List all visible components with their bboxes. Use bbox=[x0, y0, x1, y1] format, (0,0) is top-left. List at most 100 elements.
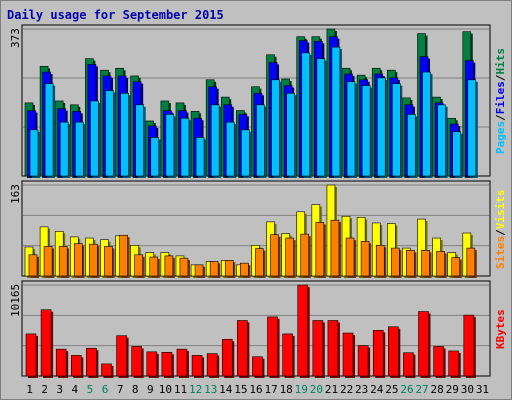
day-label-9: 9 bbox=[147, 383, 154, 396]
day-label-1: 1 bbox=[26, 383, 33, 396]
day-label-11: 11 bbox=[174, 383, 187, 396]
day-label-18: 18 bbox=[280, 383, 293, 396]
day-label-4: 4 bbox=[72, 383, 79, 396]
bar-pages-day-21 bbox=[331, 46, 342, 178]
bar-sites-day-22 bbox=[345, 237, 357, 278]
legend-top: Pages/Files/Hits bbox=[494, 48, 507, 154]
bar-pages-day-2 bbox=[44, 83, 56, 178]
bar-pages-day-19 bbox=[301, 52, 312, 178]
bar-sites-day-24 bbox=[375, 244, 387, 278]
bar-pages-day-12 bbox=[195, 137, 207, 178]
y-max-label: 373 bbox=[9, 27, 22, 48]
bar-sites-day-7 bbox=[119, 234, 130, 278]
bar-kbytes-day-4 bbox=[70, 355, 84, 378]
legend-item-sites: Sites bbox=[494, 235, 507, 269]
bar-pages-day-27 bbox=[422, 71, 433, 178]
bar-pages-day-3 bbox=[59, 121, 71, 178]
day-label-22: 22 bbox=[340, 383, 353, 396]
bar-kbytes-day-19 bbox=[297, 284, 310, 378]
day-label-17: 17 bbox=[264, 383, 277, 396]
bar-sites-day-11 bbox=[179, 257, 190, 278]
day-label-13: 13 bbox=[204, 383, 217, 396]
bar-kbytes-day-14 bbox=[221, 338, 235, 378]
y-max-label: 10165 bbox=[9, 283, 22, 317]
day-label-20: 20 bbox=[310, 383, 323, 396]
day-label-2: 2 bbox=[41, 383, 48, 396]
bar-sites-day-9 bbox=[149, 256, 160, 278]
day-label-31: 31 bbox=[476, 383, 489, 396]
bar-pages-day-11 bbox=[180, 117, 191, 178]
day-label-3: 3 bbox=[56, 383, 63, 396]
day-label-14: 14 bbox=[219, 383, 233, 396]
bar-pages-day-8 bbox=[135, 104, 146, 178]
legend-item-hits: Hits bbox=[494, 47, 507, 75]
bar-kbytes-day-22 bbox=[342, 332, 356, 378]
bar-sites-day-29 bbox=[451, 257, 462, 278]
bar-kbytes-day-17 bbox=[267, 316, 280, 378]
bar-pages-day-6 bbox=[105, 90, 116, 178]
bar-pages-day-10 bbox=[165, 114, 176, 178]
bar-kbytes-day-9 bbox=[146, 351, 159, 378]
bar-sites-day-23 bbox=[360, 241, 372, 278]
bar-pages-day-13 bbox=[210, 104, 222, 178]
bar-sites-day-16 bbox=[255, 248, 266, 278]
day-label-16: 16 bbox=[249, 383, 262, 396]
bar-kbytes-day-24 bbox=[372, 330, 386, 378]
bar-sites-day-2 bbox=[43, 246, 55, 278]
bar-kbytes-day-30 bbox=[463, 314, 476, 378]
legend-item-kbytes: KBytes bbox=[494, 308, 507, 349]
day-label-28: 28 bbox=[431, 383, 444, 396]
bar-sites-day-28 bbox=[436, 251, 447, 278]
day-label-5: 5 bbox=[87, 383, 94, 396]
bar-sites-day-12 bbox=[194, 264, 206, 278]
bar-kbytes-day-1 bbox=[25, 333, 38, 378]
bar-pages-day-30 bbox=[467, 79, 478, 178]
bar-pages-day-5 bbox=[90, 100, 101, 178]
bar-sites-day-26 bbox=[406, 250, 417, 278]
bar-kbytes-day-16 bbox=[252, 356, 265, 378]
day-label-24: 24 bbox=[370, 383, 384, 396]
legend-separator: / bbox=[494, 74, 507, 81]
bar-kbytes-day-13 bbox=[206, 353, 220, 378]
bar-kbytes-day-28 bbox=[433, 346, 446, 378]
bar-kbytes-day-2 bbox=[40, 309, 54, 378]
bar-kbytes-day-10 bbox=[161, 351, 174, 378]
bar-kbytes-day-23 bbox=[357, 345, 371, 378]
bar-kbytes-day-7 bbox=[116, 335, 129, 378]
bar-kbytes-day-29 bbox=[448, 350, 461, 378]
chart-title: Daily usage for September 2015 bbox=[7, 8, 224, 22]
bar-pages-day-9 bbox=[150, 137, 161, 178]
day-label-10: 10 bbox=[159, 383, 172, 396]
bar-sites-day-10 bbox=[164, 255, 175, 278]
day-label-12: 12 bbox=[189, 383, 202, 396]
day-label-23: 23 bbox=[355, 383, 368, 396]
day-label-19: 19 bbox=[295, 383, 308, 396]
bar-pages-day-24 bbox=[376, 77, 388, 178]
day-label-29: 29 bbox=[446, 383, 459, 396]
bar-kbytes-day-3 bbox=[55, 348, 69, 378]
bar-kbytes-day-27 bbox=[418, 311, 431, 378]
bar-pages-day-15 bbox=[241, 129, 252, 178]
legend-item-files: Files bbox=[494, 80, 507, 114]
bar-kbytes-day-20 bbox=[312, 320, 325, 378]
bar-sites-day-27 bbox=[421, 250, 432, 278]
bar-pages-day-29 bbox=[452, 131, 463, 178]
legend-item-visits: Visits bbox=[494, 189, 507, 229]
bar-pages-day-23 bbox=[361, 85, 373, 178]
bar-pages-day-26 bbox=[407, 114, 418, 178]
bar-kbytes-day-25 bbox=[388, 326, 401, 378]
legend-item-pages: Pages bbox=[494, 120, 507, 154]
legend-separator: / bbox=[494, 228, 507, 236]
bar-kbytes-day-26 bbox=[403, 352, 416, 378]
bar-kbytes-day-11 bbox=[176, 348, 189, 378]
day-label-30: 30 bbox=[461, 383, 474, 396]
bar-sites-day-21 bbox=[330, 219, 341, 278]
bar-sites-day-4 bbox=[73, 243, 85, 278]
bar-pages-day-1 bbox=[29, 129, 40, 178]
bar-sites-day-3 bbox=[58, 246, 70, 278]
bar-sites-day-30 bbox=[466, 247, 477, 278]
bar-pages-day-4 bbox=[74, 121, 86, 178]
bar-pages-day-22 bbox=[346, 81, 358, 178]
bar-pages-day-14 bbox=[225, 121, 237, 178]
